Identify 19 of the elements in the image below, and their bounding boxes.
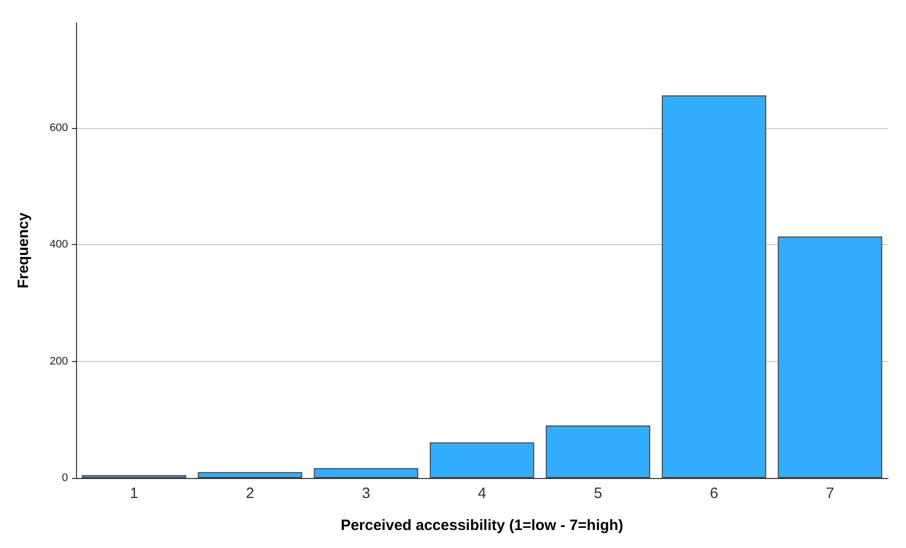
bar: [662, 95, 766, 478]
bar: [198, 472, 302, 478]
y-tick-label: 400: [50, 238, 68, 251]
y-tick-label: 200: [50, 355, 68, 368]
x-tick-label: 3: [362, 485, 370, 502]
x-tick-label: 5: [594, 485, 602, 502]
bar: [546, 426, 650, 478]
x-axis-title: Perceived accessibility (1=low - 7=high): [340, 517, 624, 534]
y-tick-label: 0: [62, 472, 68, 484]
bar: [430, 442, 534, 478]
x-tick-label: 7: [826, 485, 834, 502]
y-tick-label: 600: [50, 122, 68, 134]
y-axis-title: Frequency: [15, 212, 32, 288]
x-tick-label: 1: [130, 485, 138, 502]
bar: [314, 468, 418, 478]
x-tick-label: 6: [710, 485, 718, 502]
x-tick-label: 4: [478, 485, 486, 502]
bar: [778, 236, 882, 478]
x-tick-label: 2: [246, 485, 254, 502]
